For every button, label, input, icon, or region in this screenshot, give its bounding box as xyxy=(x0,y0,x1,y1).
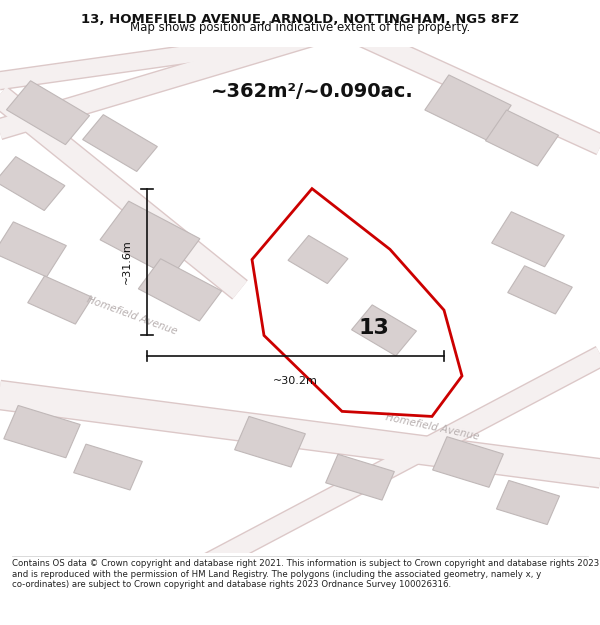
Polygon shape xyxy=(100,201,200,278)
Text: Map shows position and indicative extent of the property.: Map shows position and indicative extent… xyxy=(130,21,470,34)
Text: ~362m²/~0.090ac.: ~362m²/~0.090ac. xyxy=(211,82,413,101)
Polygon shape xyxy=(139,259,221,321)
Polygon shape xyxy=(74,444,142,490)
Polygon shape xyxy=(508,266,572,314)
Polygon shape xyxy=(0,222,67,277)
Polygon shape xyxy=(433,437,503,488)
Polygon shape xyxy=(491,212,565,267)
Polygon shape xyxy=(496,481,560,524)
Text: Homefield Avenue: Homefield Avenue xyxy=(85,294,179,336)
Text: 13, HOMEFIELD AVENUE, ARNOLD, NOTTINGHAM, NG5 8FZ: 13, HOMEFIELD AVENUE, ARNOLD, NOTTINGHAM… xyxy=(81,13,519,26)
Text: ~30.2m: ~30.2m xyxy=(273,376,318,386)
Polygon shape xyxy=(235,416,305,467)
Text: Homefield Avenue: Homefield Avenue xyxy=(384,412,480,441)
Text: Contains OS data © Crown copyright and database right 2021. This information is : Contains OS data © Crown copyright and d… xyxy=(12,559,599,589)
Polygon shape xyxy=(352,305,416,356)
Polygon shape xyxy=(4,406,80,458)
Polygon shape xyxy=(288,236,348,284)
Polygon shape xyxy=(7,81,89,144)
Polygon shape xyxy=(0,157,65,211)
Polygon shape xyxy=(28,276,92,324)
Polygon shape xyxy=(83,114,157,171)
Text: 13: 13 xyxy=(359,319,389,339)
Polygon shape xyxy=(326,454,394,500)
Text: ~31.6m: ~31.6m xyxy=(122,239,132,284)
Polygon shape xyxy=(425,75,511,141)
Polygon shape xyxy=(485,110,559,166)
